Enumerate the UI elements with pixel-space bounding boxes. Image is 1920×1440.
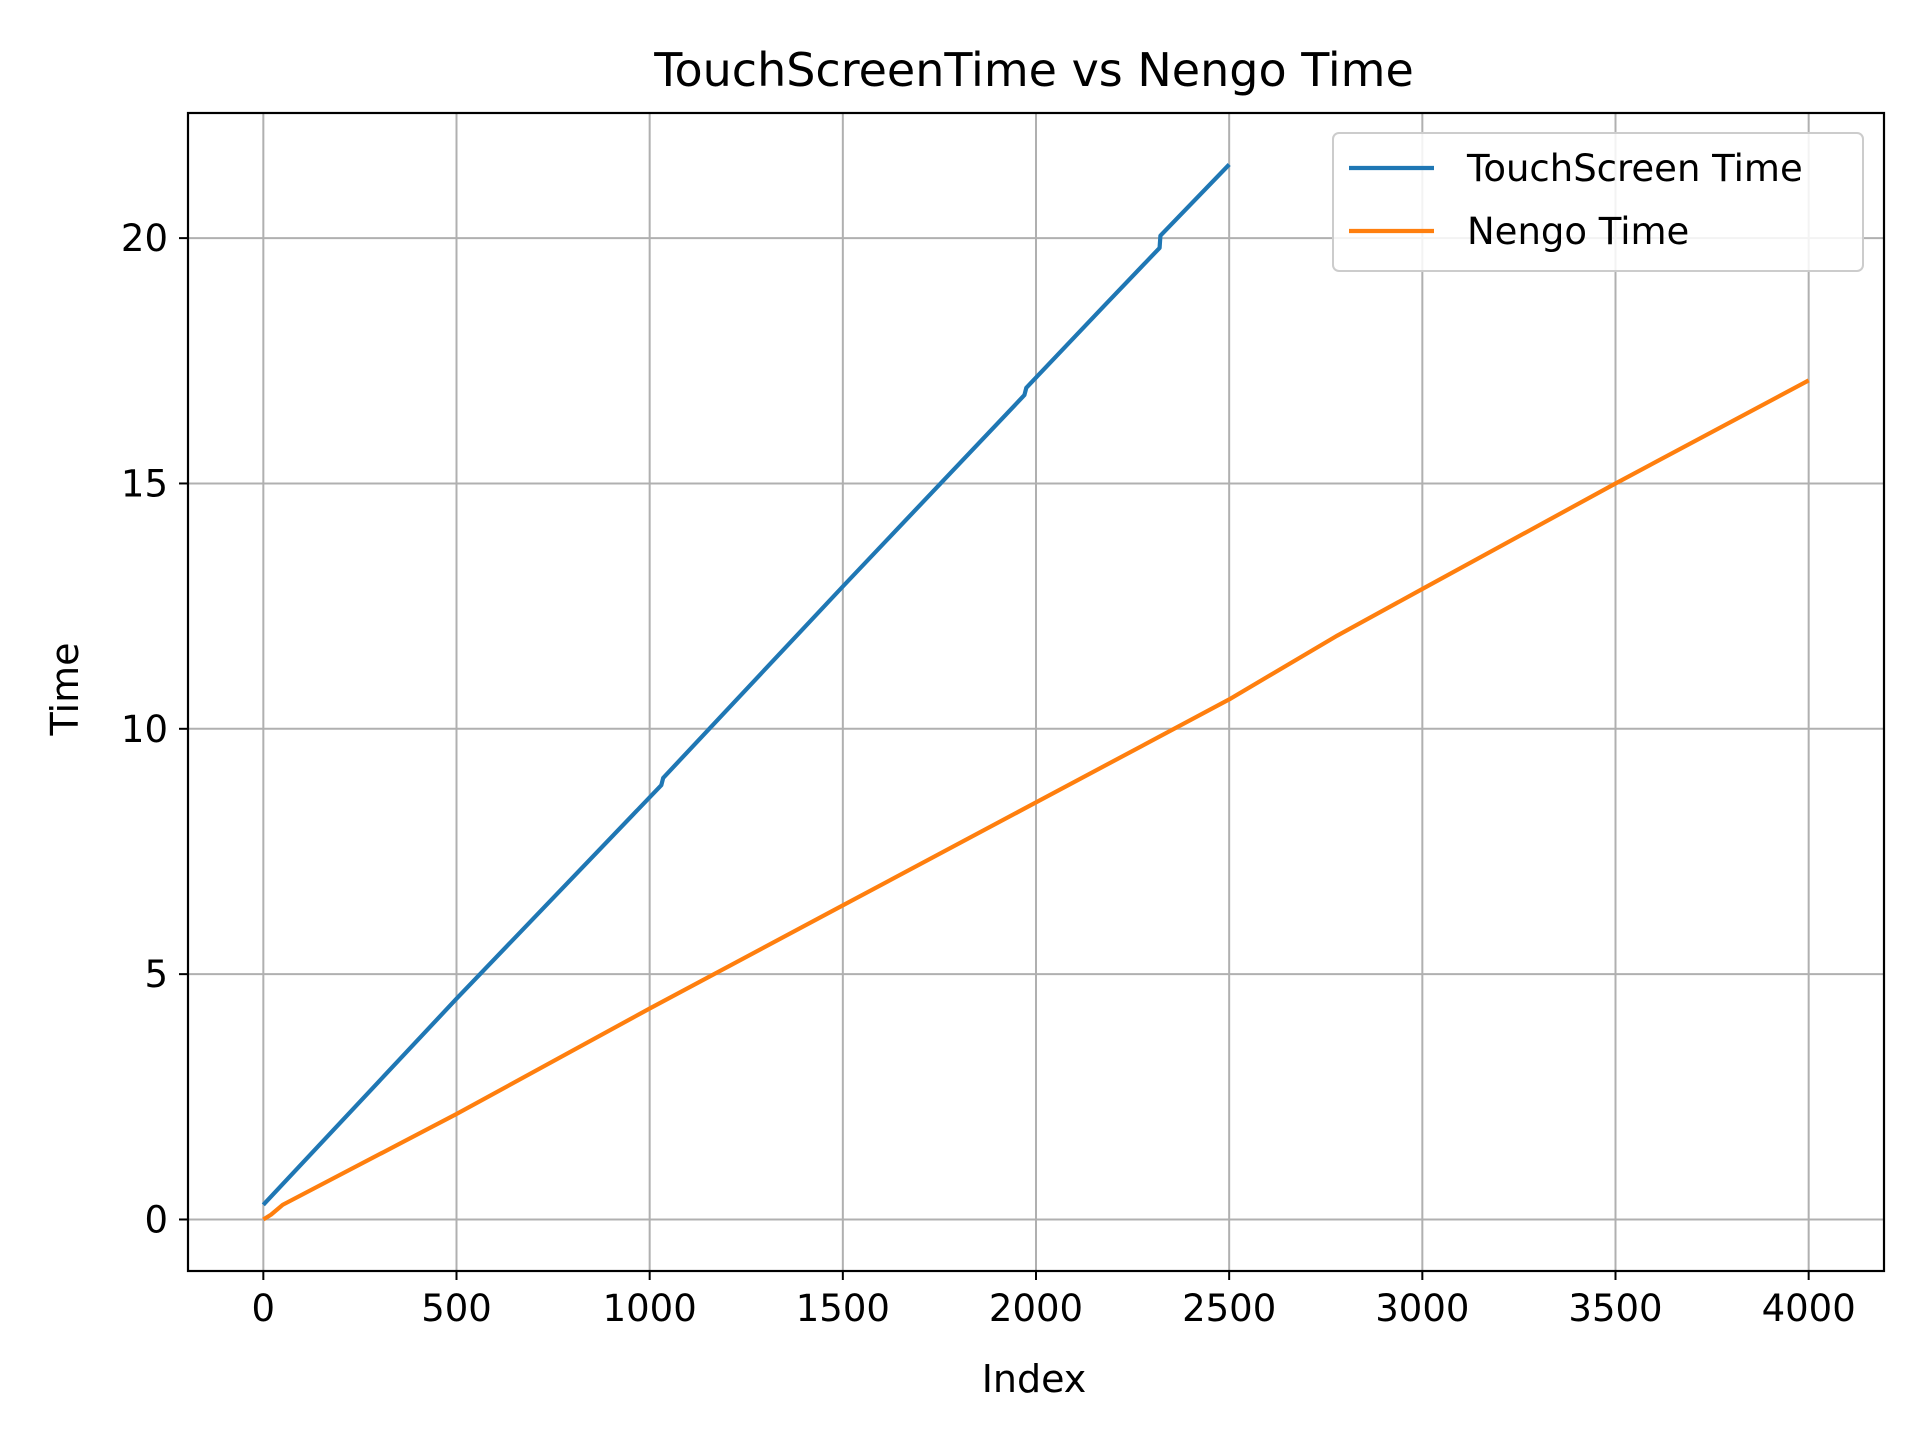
series-line-1 bbox=[261, 163, 1231, 1207]
y-tick-label: 15 bbox=[121, 462, 168, 505]
x-tick-label: 3500 bbox=[1568, 1287, 1662, 1330]
x-axis-label: Index bbox=[982, 1357, 1087, 1401]
legend-entry-label: Nengo Time bbox=[1467, 210, 1689, 253]
y-axis-label: Time bbox=[43, 643, 87, 737]
legend-box bbox=[1332, 132, 1864, 272]
x-tick-label: 500 bbox=[421, 1287, 492, 1330]
series-lines bbox=[261, 163, 1810, 1222]
chart-title: TouchScreenTime vs Nengo Time bbox=[653, 43, 1414, 97]
series-line-2 bbox=[262, 378, 1810, 1222]
x-tick-label: 3000 bbox=[1375, 1287, 1469, 1330]
axis-ticks: 0 500 1000 1500 2000 2500 3000 3500 4000 0 5 10 15 20 bbox=[121, 217, 1856, 1330]
x-tick-label: 2500 bbox=[1182, 1287, 1276, 1330]
grid bbox=[188, 113, 1884, 1271]
y-tick-label: 5 bbox=[144, 953, 168, 996]
x-tick-label: 2000 bbox=[989, 1287, 1083, 1330]
x-tick-label: 4000 bbox=[1762, 1287, 1856, 1330]
legend-entry-label: TouchScreen Time bbox=[1466, 147, 1803, 190]
y-tick-label: 0 bbox=[144, 1198, 168, 1241]
legend: TouchScreen Time Nengo Time bbox=[1332, 132, 1864, 272]
x-tick-label: 1500 bbox=[796, 1287, 890, 1330]
x-tick-label: 0 bbox=[252, 1287, 276, 1330]
y-tick-label: 10 bbox=[121, 708, 168, 751]
y-tick-label: 20 bbox=[121, 217, 168, 260]
x-tick-label: 1000 bbox=[603, 1287, 697, 1330]
